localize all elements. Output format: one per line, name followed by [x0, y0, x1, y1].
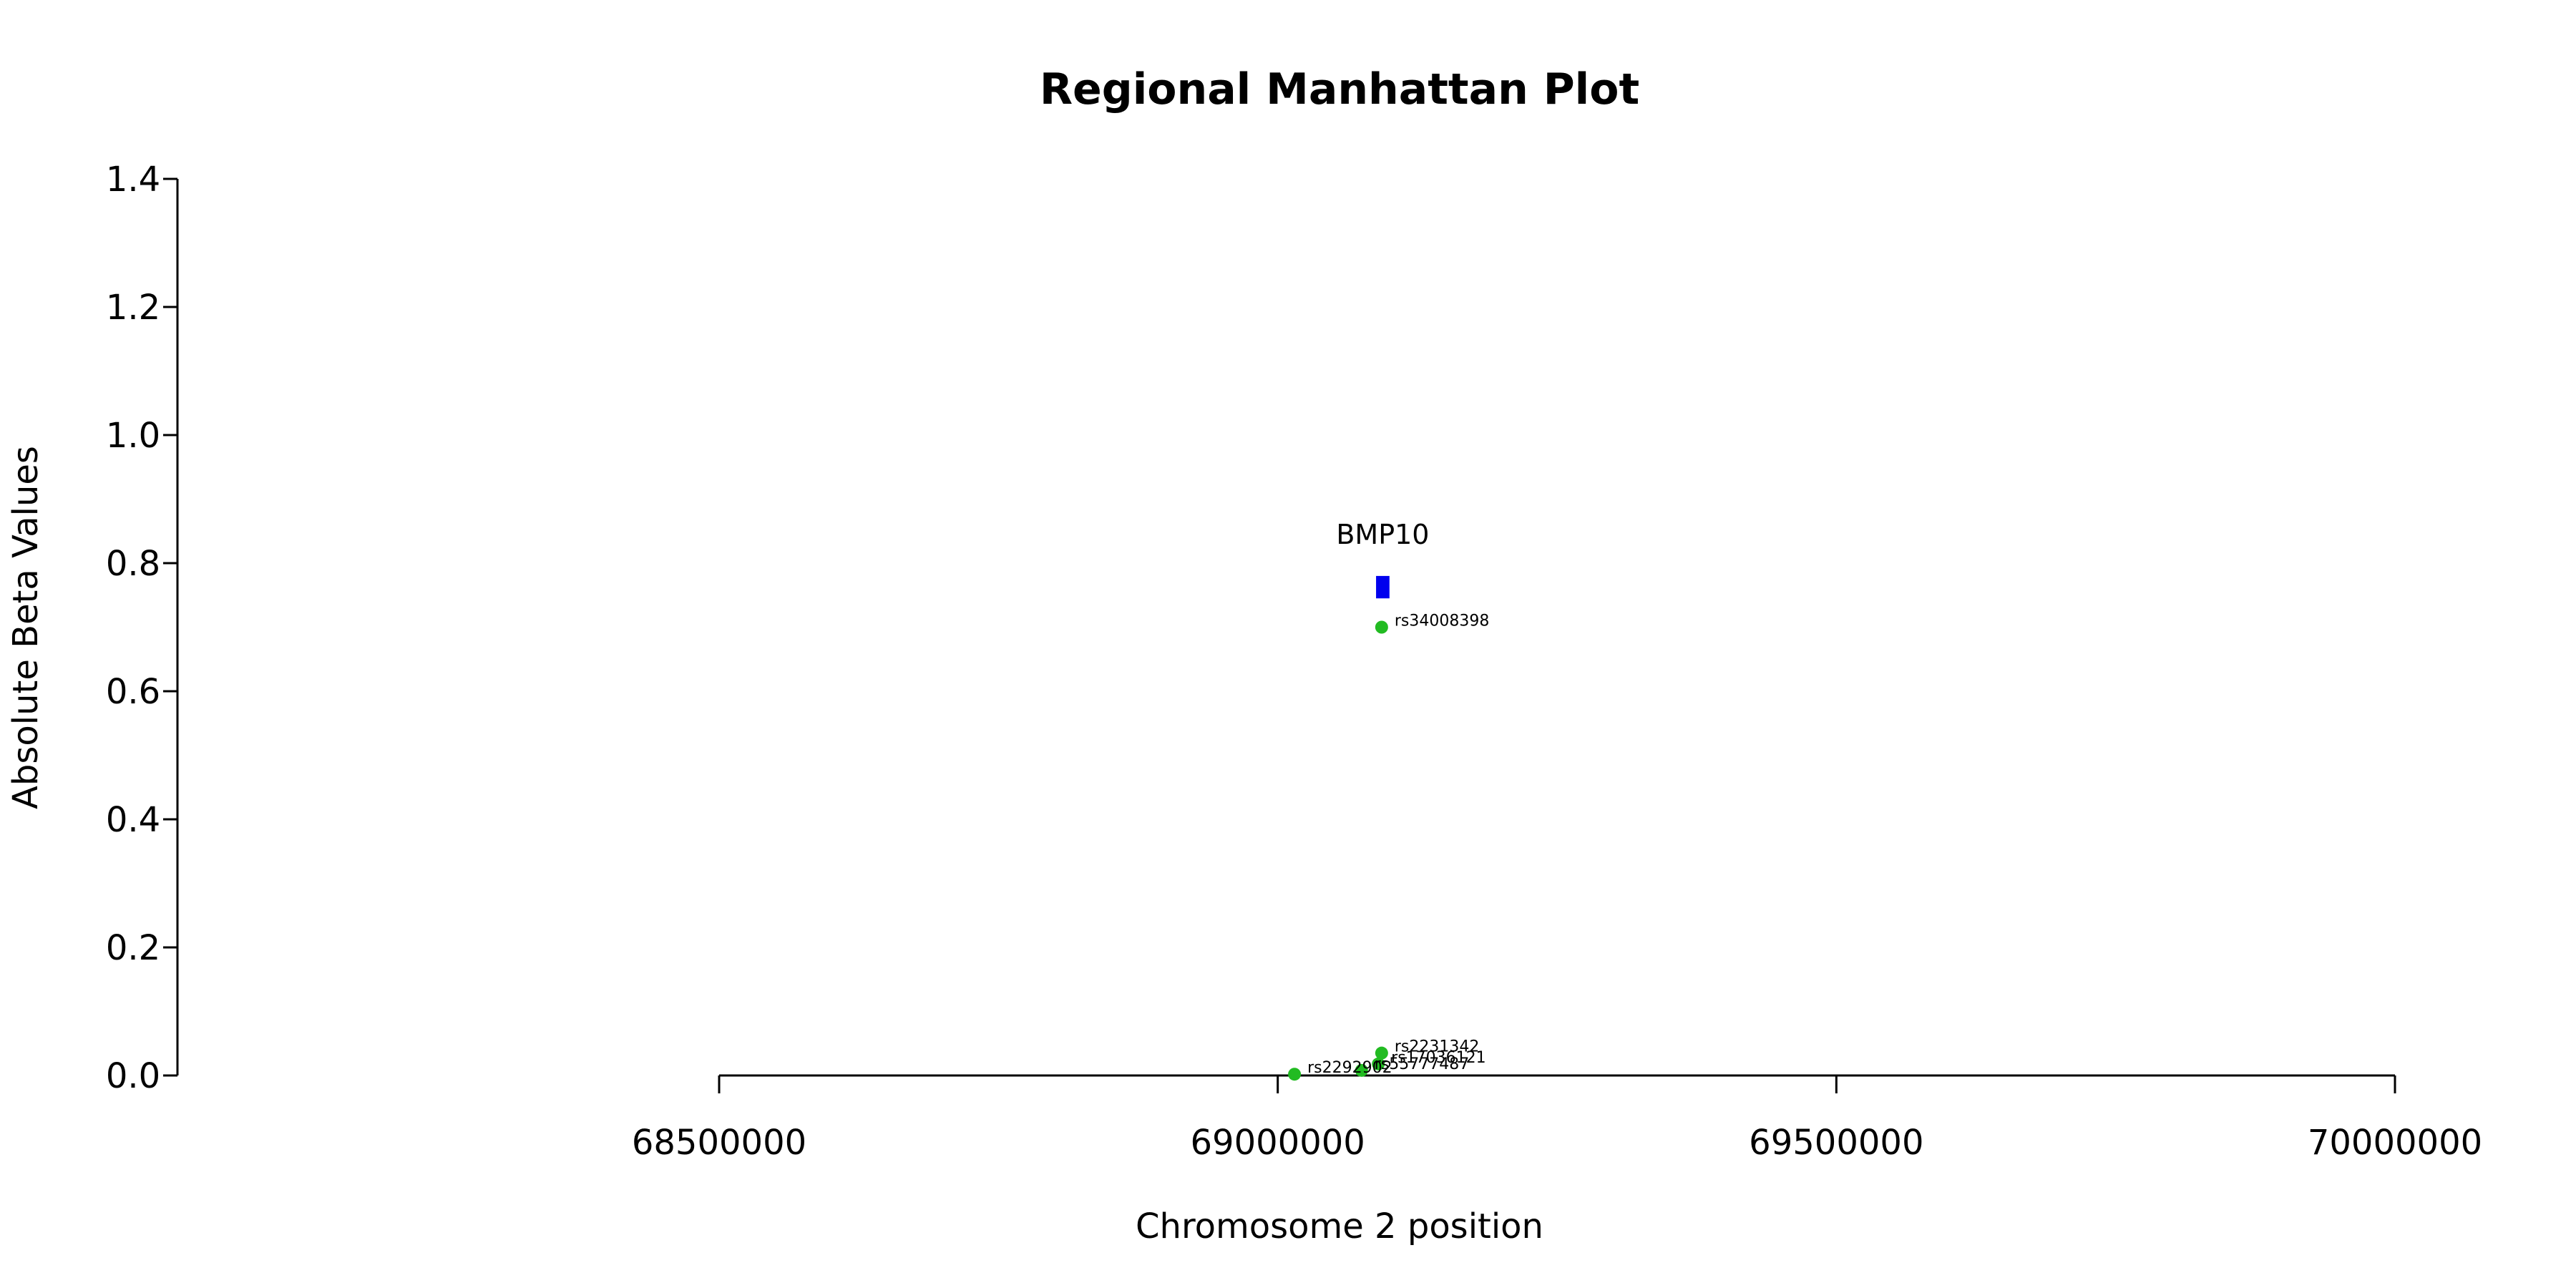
y-tick-label: 0.4: [106, 800, 160, 840]
gene-box: [1376, 575, 1390, 599]
snp-point: [1375, 620, 1388, 634]
x-axis-label: Chromosome 2 position: [1136, 1206, 1543, 1246]
y-tick-label: 0.6: [106, 672, 160, 712]
snp-label: rs34008398: [1395, 613, 1489, 630]
snp-point: [1355, 1063, 1368, 1077]
y-tick-label: 1.0: [106, 416, 160, 456]
y-tick-label: 0.0: [106, 1056, 160, 1096]
x-tick-label: 69000000: [1191, 1123, 1365, 1163]
snp-label: rs2292902: [1307, 1059, 1392, 1077]
x-tick-label: 69500000: [1749, 1123, 1923, 1163]
gene-track: BMP10: [1336, 519, 1429, 599]
snp-label: rs17036121: [1391, 1049, 1485, 1067]
snp-label: rs2231342: [1395, 1038, 1479, 1056]
y-tick-label: 0.8: [106, 544, 160, 584]
snp-point: [1288, 1068, 1302, 1081]
snp-label: rs55777487: [1375, 1055, 1469, 1073]
y-tick-label: 0.2: [106, 928, 160, 968]
y-axis-ticks: 0.0 0.2 0.4 0.6 0.8 1.0 1.2 1.4: [106, 160, 177, 1096]
x-tick-label: 70000000: [2308, 1123, 2482, 1163]
x-tick-label: 68500000: [632, 1123, 806, 1163]
snp-points: rs34008398 rs2231342rs17036121rs55777487r…: [1288, 613, 1489, 1081]
snp-point: [1375, 1046, 1388, 1060]
snp-point: [1372, 1057, 1385, 1070]
y-tick-label: 1.4: [106, 160, 160, 200]
gene-label: BMP10: [1336, 519, 1429, 550]
y-axis-label: Absolute Beta Values: [6, 446, 46, 809]
y-tick-label: 1.2: [106, 288, 160, 328]
x-axis-ticks: 68500000 69000000 69500000 70000000: [632, 1075, 2482, 1163]
chart-title: Regional Manhattan Plot: [1040, 64, 1639, 114]
